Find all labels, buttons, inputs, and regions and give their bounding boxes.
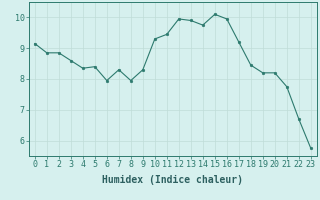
X-axis label: Humidex (Indice chaleur): Humidex (Indice chaleur) bbox=[102, 175, 243, 185]
